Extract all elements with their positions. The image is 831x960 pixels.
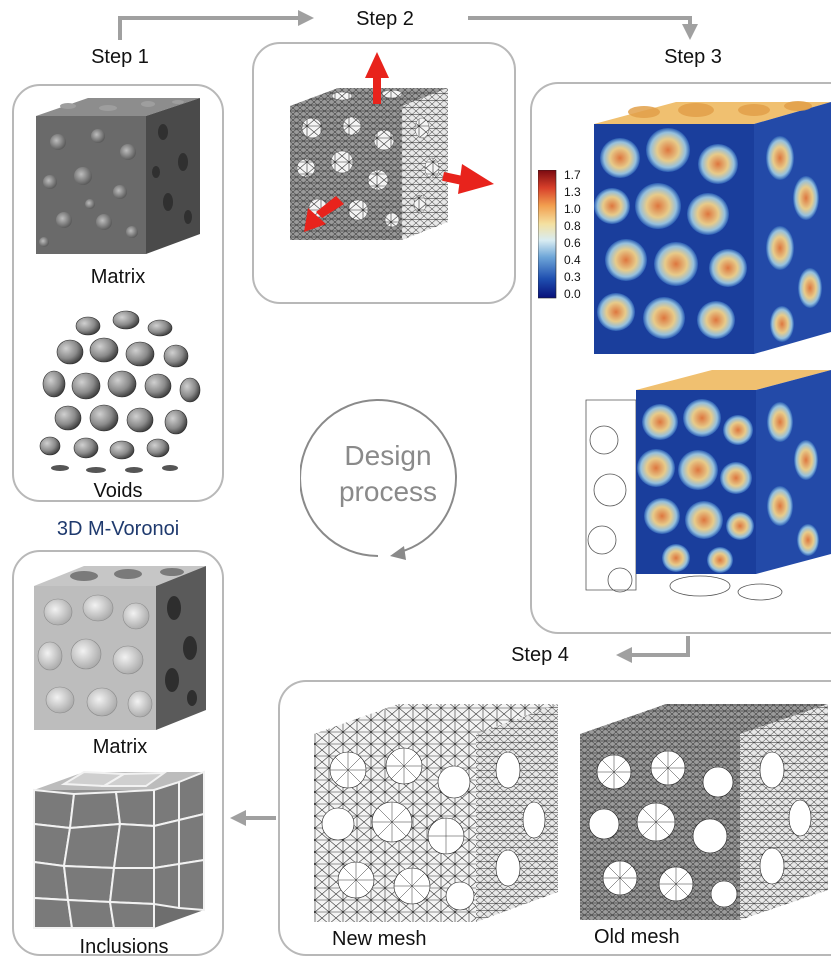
matrix-cube-with-voids: [36, 98, 200, 254]
step1-matrix-label: Matrix: [90, 266, 146, 288]
design-process-text: Design process: [318, 438, 458, 510]
m-voronoi-inclusions-cube: [33, 770, 205, 929]
meshed-cube-with-loads: [290, 52, 494, 240]
colorbar-tick: 1.0: [564, 202, 581, 216]
colorbar-tick: 0.8: [564, 219, 581, 233]
voids-spheres: [39, 310, 201, 473]
m-voronoi-matrix-cube: [34, 566, 206, 730]
colorbar-ticks: 1.7 1.3 1.0 0.8 0.6 0.4 0.3 0.0: [560, 166, 600, 306]
step3-label: Step 3: [664, 46, 722, 68]
design-process-line1: Design: [344, 440, 432, 471]
colorbar-tick: 0.6: [564, 236, 581, 250]
colorbar-tick: 1.3: [564, 185, 581, 199]
arrow-step1-to-step2: [118, 16, 300, 40]
old-mesh-label: Old mesh: [594, 926, 680, 948]
colorbar-tick: 1.7: [564, 168, 581, 182]
colorbar-tick: 0.4: [564, 253, 581, 267]
new-mesh-label: New mesh: [332, 928, 427, 950]
stress-field-cube-cut: [585, 370, 831, 601]
step1-voids-label: Voids: [93, 480, 143, 502]
design-process-line2: process: [338, 476, 438, 507]
design-cycle-arrow: [300, 399, 458, 560]
step1-label: Step 1: [91, 46, 149, 68]
result-inclusions-label: Inclusions: [79, 936, 169, 958]
result-matrix-label: Matrix: [92, 736, 148, 758]
step4-label: Step 4: [511, 644, 569, 666]
colorbar: [538, 170, 557, 299]
old-mesh-cube: [580, 704, 828, 920]
load-arrows: [304, 52, 494, 232]
colorbar-tick: 0.0: [564, 287, 581, 301]
arrow-step2-to-step3: [468, 16, 692, 26]
stress-field-cube: [594, 101, 831, 354]
colorbar-tick: 0.3: [564, 270, 581, 284]
arrow-step3-to-step4: [630, 636, 690, 657]
result-title: 3D M-Voronoi: [56, 518, 180, 540]
step2-label: Step 2: [356, 8, 414, 30]
new-mesh-cube: [314, 704, 558, 922]
